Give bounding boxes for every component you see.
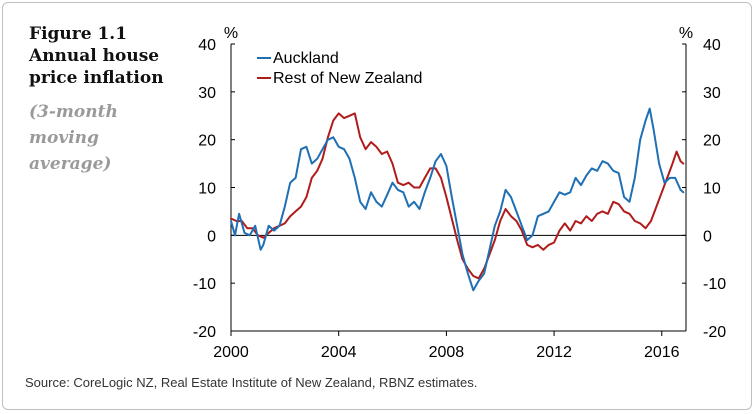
y-tick-label-left: 0 <box>207 228 216 245</box>
figure-number: Figure 1.1 <box>29 24 128 44</box>
y-tick-label-left: 40 <box>198 37 216 54</box>
y-tick-label-right: 0 <box>703 228 712 245</box>
y-tick-label-left: 10 <box>198 181 216 198</box>
y-tick-label-right: 10 <box>703 181 721 198</box>
x-tick-label: 2012 <box>536 344 572 361</box>
series-line-auckland <box>230 107 685 292</box>
y-tick-label-left: 20 <box>198 133 216 150</box>
y-tick-label-right: -10 <box>703 276 726 293</box>
y-tick-label-right: 30 <box>703 85 721 102</box>
y-tick-label-left: 30 <box>198 85 216 102</box>
x-tick-label: 2008 <box>429 344 465 361</box>
axes: -20 -20 -10 -10 0 0 10 10 20 20 30 30 40 40% % 2000 2004… <box>193 25 726 361</box>
y-tick-label-left: -20 <box>193 324 216 341</box>
y-tick-label-left: -10 <box>193 276 216 293</box>
figure-frame: Figure 1.1 Annual house price inflation … <box>2 2 752 410</box>
figure-title: Annual house price inflation <box>29 46 164 88</box>
y-axis-unit-left: % <box>224 25 238 42</box>
legend-label: Rest of New Zealand <box>273 70 422 87</box>
x-tick-label: 2004 <box>321 344 357 361</box>
figure-subtitle: (3-month moving average) <box>29 102 118 174</box>
series-lines <box>230 107 685 292</box>
legend: Auckland Rest of New Zealand <box>257 50 422 87</box>
source-note: Source: CoreLogic NZ, Real Estate Instit… <box>25 375 478 390</box>
series-line-rest-of-new-zealand <box>230 112 685 280</box>
y-tick-label-right: -20 <box>703 324 726 341</box>
y-axis-unit-right: % <box>679 25 693 42</box>
x-tick-label: 2016 <box>644 344 680 361</box>
x-tick-label: 2000 <box>213 344 249 361</box>
y-tick-label-right: 20 <box>703 133 721 150</box>
y-tick-label-right: 40 <box>703 37 721 54</box>
legend-label: Auckland <box>273 50 339 67</box>
